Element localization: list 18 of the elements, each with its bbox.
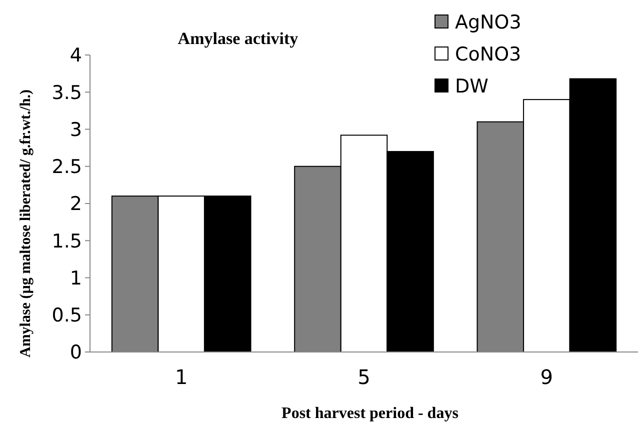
x-tick-label: 9 bbox=[540, 365, 554, 389]
y-tick-label: 4 bbox=[70, 44, 82, 67]
legend-label: AgNO3 bbox=[455, 12, 522, 34]
y-tick-label: 2.5 bbox=[52, 156, 82, 178]
y-tick-label: 1 bbox=[70, 267, 82, 290]
y-tick-label: 0 bbox=[70, 342, 82, 364]
legend-label: DW bbox=[455, 76, 489, 98]
y-tick-label: 0.5 bbox=[52, 304, 82, 327]
x-tick-label: 1 bbox=[174, 365, 188, 389]
y-axis-title: Amylase (µg maltose liberated/ g.fr.wt./h.) bbox=[18, 89, 34, 358]
chart-title: Amylase activity bbox=[178, 29, 299, 48]
y-tick-label: 3 bbox=[70, 118, 82, 141]
y-tick-label: 2 bbox=[70, 193, 82, 216]
x-tick-label: 5 bbox=[358, 365, 370, 389]
y-tick-label: 1.5 bbox=[52, 230, 82, 252]
x-axis-title: Post harvest period - days bbox=[282, 405, 458, 422]
legend-label: CoNO3 bbox=[455, 44, 522, 66]
y-tick-label: 3.5 bbox=[52, 82, 82, 104]
